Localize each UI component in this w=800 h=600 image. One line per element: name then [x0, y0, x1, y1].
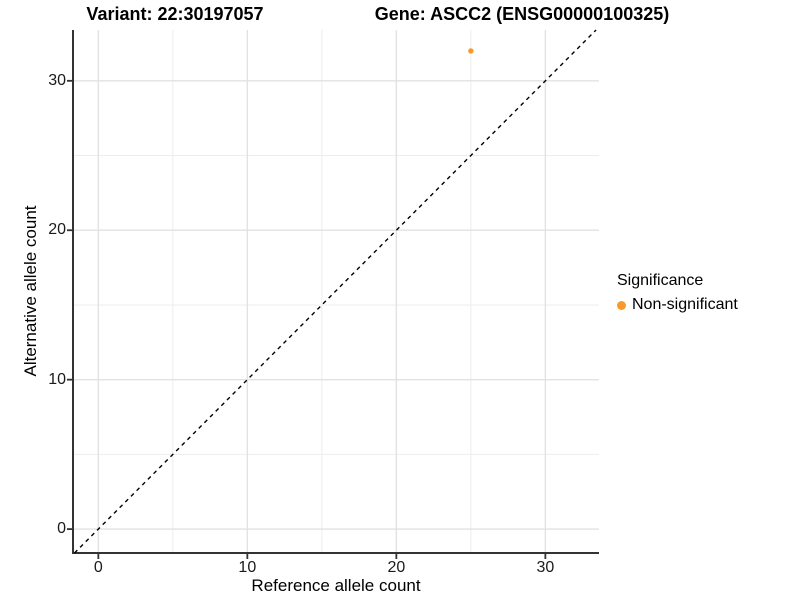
gene-title: Gene: ASCC2 (ENSG00000100325): [374, 4, 670, 24]
legend-item-label: Non-significant: [632, 296, 738, 313]
identity-line: [73, 29, 597, 554]
variant-title: Variant: 22:30197057: [86, 4, 264, 24]
x-tick-label: 30: [536, 559, 555, 576]
x-tick-label: 10: [238, 559, 257, 576]
y-tick-label: 0: [57, 520, 66, 538]
legend: Significance Non-significant: [617, 272, 738, 314]
y-tick-label: 10: [48, 370, 66, 388]
y-tick-label: 20: [48, 221, 66, 239]
x-axis-title: Reference allele count: [251, 576, 421, 595]
y-tick-label: 30: [48, 71, 66, 89]
legend-point-icon: [617, 300, 626, 310]
legend-item-non-significant: Non-significant: [617, 296, 738, 314]
data-point: [468, 48, 474, 54]
legend-title: Significance: [617, 272, 704, 289]
y-axis-title: Alternative allele count: [21, 205, 40, 377]
x-tick-label: 20: [387, 559, 406, 576]
x-tick-label: 0: [93, 559, 103, 576]
